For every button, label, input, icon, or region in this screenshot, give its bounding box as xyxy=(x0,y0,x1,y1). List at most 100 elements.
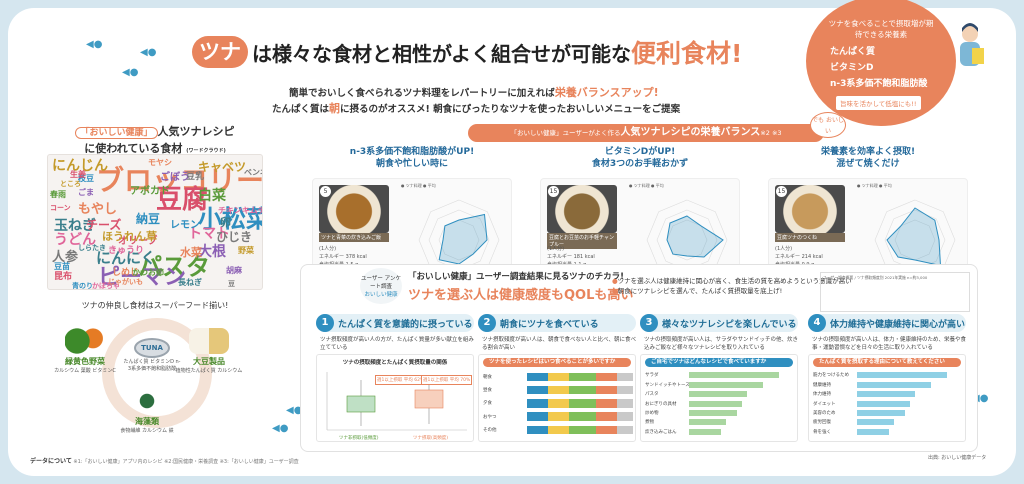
title-end: 便利食材! xyxy=(631,39,743,68)
row-label: 骨を強く xyxy=(813,429,831,435)
row-label: 美容のため xyxy=(813,410,836,416)
vegetable-icon xyxy=(65,328,105,354)
chart-row: 炒め物 xyxy=(645,409,795,418)
card-heading: ビタミンDがUP! 食材3つのお手軽おかず xyxy=(591,147,689,169)
nutrition-note: (1人分) xyxy=(775,246,793,252)
row-label: サラダ xyxy=(645,373,659,379)
wordcloud-word: 人参 xyxy=(52,250,79,265)
row-bar xyxy=(857,428,963,435)
row-label: その他 xyxy=(483,427,497,433)
chart-question: たんぱく質を摂取する理由について教えてください xyxy=(813,358,961,367)
balance-banner: 「おいしい健康」ユーザーがよく作る人気ツナレシピの栄養バランス※2 ※3 xyxy=(468,124,824,142)
column-title: 朝食にツナを食べている xyxy=(500,319,599,330)
row-label: サンドイッチやトースト xyxy=(645,382,689,388)
row-bar xyxy=(689,409,795,416)
wordcloud-word: 長ねぎ xyxy=(178,278,202,287)
row-bar xyxy=(857,400,963,407)
row-label: 筋力をつけるため xyxy=(813,373,849,379)
wordcloud-word: キャベツ xyxy=(198,160,247,174)
nutrition-note: (1人分) xyxy=(319,246,337,252)
row-bar xyxy=(689,381,795,388)
survey-meta: ユーザー調査概要 / ツナ摂取頻度別 2021年実施 n=約3,000 xyxy=(820,272,970,312)
column-chart: ツナを使ったレシピはいつ食べることが多いですか 朝食 昼食 夕食 おやつ その他 xyxy=(478,354,636,442)
chart-row: 骨を強く xyxy=(813,428,963,437)
column-number: 3 xyxy=(640,314,658,332)
row-bar xyxy=(857,372,963,379)
chart-row: 健康維持 xyxy=(813,380,963,389)
column-title: 体力維持や健康維持に関心が高い xyxy=(830,319,966,330)
person-illustration xyxy=(960,23,984,66)
column-title: 様々なツナレシピを楽しんでいる xyxy=(662,319,797,330)
column-text: ツナの摂取頻度が高い人は、体力・健康維持のため、栄養や食事・運動習慣などを日々の… xyxy=(812,337,967,351)
wordcloud-word: 納豆 xyxy=(136,212,161,226)
row-label: 煮物 xyxy=(645,420,654,426)
fish-icon: ◀● xyxy=(140,47,157,58)
wordcloud-word: 豆苗 xyxy=(54,262,70,271)
wordcloud-word: しめじ xyxy=(112,268,140,278)
row-label: 健康維持 xyxy=(813,382,831,388)
fish-icon: ◀● xyxy=(272,423,289,434)
chart-row: その他 xyxy=(483,424,633,436)
row-label: 疲労回復 xyxy=(813,420,831,426)
wordcloud-word: 豆 xyxy=(228,280,235,288)
column-chart: たんぱく質を摂取する理由について教えてください 筋力をつけるため 健康維持体力維持ダ… xyxy=(808,354,966,442)
chart-row: おやつ xyxy=(483,411,633,423)
wordcloud-word: 胡麻 xyxy=(226,266,242,275)
wordcloud-word: オリーブ xyxy=(118,236,158,247)
wordcloud-word: ひじき xyxy=(216,230,253,244)
wordcloud-word: うどん xyxy=(54,232,96,248)
chart-row: 煮物 xyxy=(645,418,795,427)
row-bar xyxy=(527,412,633,421)
chart-row: おにぎりの具材 xyxy=(645,399,795,408)
wordcloud-word: ほうれん草 xyxy=(102,230,157,243)
row-label: ダイエット xyxy=(813,401,836,407)
chart-row: 体力維持 xyxy=(813,390,963,399)
row-bar xyxy=(689,428,795,435)
fish-icon: ◀● xyxy=(972,393,989,404)
wordcloud-word: トマト xyxy=(188,226,230,242)
wordcloud-word: きゅうり xyxy=(108,246,145,256)
subtitle-1: 簡単でおいしく食べられるツナ料理をレパートリーに加えれば栄養バランスアップ! xyxy=(289,86,659,99)
wordcloud-word: パスタ xyxy=(138,253,210,281)
row-label: 朝食 xyxy=(483,375,492,380)
axis-label: ツナ摂取(高頻度) xyxy=(413,436,449,441)
row-label: おやつ xyxy=(483,414,497,420)
wordcloud-word: ピーマン xyxy=(98,265,187,290)
wordcloud-word: 小松菜 xyxy=(198,205,263,233)
survey-column: 3 様々なツナレシピを楽しんでいる ツナの摂取頻度が高い人は、サラダやサンドイッチ… xyxy=(640,314,798,446)
dish-photo: 15 xyxy=(775,185,845,233)
wordcloud-word: ベンネ xyxy=(244,168,262,177)
survey-headline: 「おいしい健康」ユーザー調査結果に見るツナのチカラ! xyxy=(408,272,625,282)
row-bar xyxy=(857,391,963,398)
wordcloud-word: 野菜 xyxy=(238,246,254,255)
wordcloud-title: 「おいしい健康」 人気ツナレシピに使われている食材 (ワードクラウド) xyxy=(72,124,238,159)
wordcloud-word: にんじん xyxy=(52,158,108,174)
axis-label: ツナ非摂取(低頻度) xyxy=(339,436,379,441)
row-bar xyxy=(527,372,633,382)
nutrient-item: ビタミンD xyxy=(830,63,874,73)
column-chart: ツナの摂取頻度とたんぱく質摂取量の関係 週1以上摂取 平均 62% 週1以上摂取 … xyxy=(316,354,474,442)
row-bar xyxy=(857,381,963,388)
row-bar xyxy=(527,399,633,408)
wordcloud-word: 春雨 xyxy=(50,190,66,199)
wordcloud: ブロッコリー 豆腐 小松菜 パスタ ピーマン にんじん 玉ねぎ うどん 人参 もやし チーズ 納豆 白菜… xyxy=(47,154,263,290)
annotation: 週1以上摂取 平均 70% xyxy=(421,375,473,385)
superfood-seaweed: 海藻類 食物繊維 カルシウム 鉄 xyxy=(112,388,182,434)
wordcloud-word: 水菜 xyxy=(180,246,202,259)
chart-row: 昼食 xyxy=(483,384,633,396)
row-bar xyxy=(527,385,633,395)
annotation: 週1以上摂取 平均 62% xyxy=(375,375,427,385)
wordcloud-word: ごま xyxy=(78,188,94,197)
survey-column-head: 4 体力維持や健康維持に関心が高い xyxy=(808,314,966,332)
survey-column: 2 朝食にツナを食べている ツナ摂取頻度が高い人は、朝食で食べない人と比べ、朝に食… xyxy=(478,314,636,446)
row-label: 体力維持 xyxy=(813,392,831,398)
superfood-vegetable: 緑黄色野菜 カルシウム 葉酸 ビタミンC xyxy=(50,328,120,374)
row-label: 昼食 xyxy=(483,388,492,394)
row-bar xyxy=(527,425,633,434)
chart-row: 筋力をつけるため xyxy=(813,371,963,380)
chart-question: ご自宅でツナはどんなレシピで食べていますか xyxy=(645,358,793,367)
day-chip: 15 xyxy=(776,186,787,197)
wordcloud-word: レモン xyxy=(170,220,200,231)
wordcloud-word: ところ xyxy=(60,180,81,188)
survey-column-head: 3 様々なツナレシピを楽しんでいる xyxy=(640,314,798,332)
